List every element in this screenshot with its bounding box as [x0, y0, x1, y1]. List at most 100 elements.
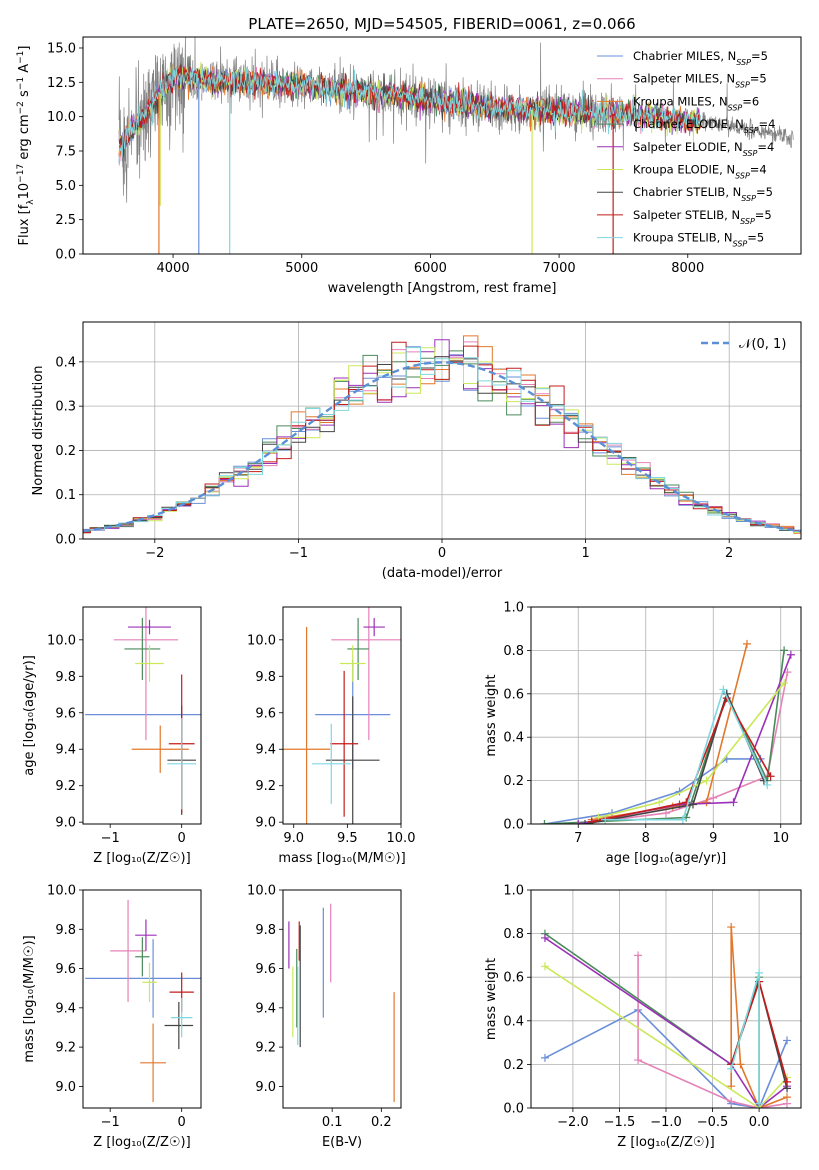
- age-weight-marker-5-1: [655, 798, 664, 807]
- age-weight-marker-8-0: [601, 815, 610, 824]
- z-weight-ytick-label-0: 0.0: [503, 1102, 524, 1117]
- legend-label-part: SSP: [741, 194, 756, 203]
- age-weight-marker-4-3: [786, 650, 795, 659]
- spectrum-ylabel-part: A: [17, 64, 32, 77]
- residuals-xtick-label-2: 0: [438, 546, 446, 561]
- spectrum-ytick-label-2: 5.0: [55, 179, 76, 194]
- mass-age-xtick-label-1: 9.5: [337, 831, 358, 846]
- spectrum-xtick-label-1: 5000: [285, 261, 318, 276]
- spectrum-ylabel-part: −2: [16, 101, 26, 114]
- z-age-plot-area: [85, 607, 201, 815]
- legend-label-part: SSP: [740, 216, 755, 225]
- age-weight-marker-4-0: [574, 820, 583, 824]
- mass-age-ytick-label-2: 9.4: [255, 743, 276, 758]
- spectrum-ytick-label-0: 0.0: [55, 248, 76, 263]
- legend-label-part: =4: [750, 163, 767, 177]
- age-weight-marker-6-0: [581, 820, 589, 824]
- z-weight-marker-1-2: [727, 1097, 736, 1106]
- age-weight-xtick-label-2: 9: [709, 831, 717, 846]
- z-mass-ytick-label-5: 10.0: [47, 884, 76, 899]
- z-weight-marker-0-4: [783, 1036, 792, 1045]
- spectrum-ytick-label-1: 2.5: [55, 213, 76, 228]
- legend-label-part: =4: [757, 140, 774, 154]
- spectrum-ylabel: Flux [fλ10−17 erg cm−2 s−1 A−1]: [16, 46, 36, 246]
- spectrum-legend-label-1: Salpeter MILES, NSSP=5: [633, 72, 767, 90]
- residuals-ytick-label-3: 0.3: [55, 400, 76, 415]
- age-weight-ytick-label-0: 0.0: [503, 818, 524, 833]
- age-weight-ytick-label-1: 0.2: [503, 774, 524, 789]
- age-weight-series-8: [605, 687, 769, 821]
- panel-z-mass: −1 0 9.0 9.2 9.4 9.6 9.8 10.0 Z [log₁₀(Z/Z☉)] mas…: [22, 884, 202, 1150]
- z-age-ytick-label-2: 9.4: [55, 743, 76, 758]
- spectrum-legend-label-7: Salpeter STELIB, NSSP=5: [633, 208, 772, 226]
- z-age-ytick-label-3: 9.6: [55, 706, 76, 721]
- age-weight-marker-2-3: [743, 639, 751, 648]
- age-weight-xtick-label-1: 8: [642, 831, 650, 846]
- age-weight-marker-8-1: [678, 815, 687, 824]
- z-weight-ytick-label-3: 0.6: [503, 971, 524, 986]
- z-mass-frame: [82, 889, 202, 1109]
- z-weight-ytick-label-2: 0.4: [503, 1014, 524, 1029]
- z-mass-xtick-label-0: −1: [101, 1115, 120, 1130]
- legend-label-part: Kroupa STELIB, N: [633, 231, 733, 245]
- spectrum-plot-area: [118, 37, 794, 254]
- ebv-mass-plot-area: [288, 903, 395, 1103]
- age-weight-marker-6-1: [689, 800, 697, 809]
- z-mass-plot-area: [85, 899, 201, 1103]
- residuals-legend-label: 𝒩(0, 1): [739, 337, 786, 352]
- legend-label-part: SSP: [736, 58, 751, 67]
- z-weight-ytick-label-5: 1.0: [503, 884, 524, 899]
- residuals-xtick-label-1: −1: [289, 546, 308, 561]
- figure-title: PLATE=2650, MJD=54505, FIBERID=0061, z=0…: [248, 15, 635, 33]
- spectrum-ylabel-part: −1: [16, 51, 26, 64]
- z-weight-series-4: [544, 937, 788, 1108]
- spectrum-ylabel-part: −17: [16, 164, 26, 183]
- ebv-mass-ytick-label-2: 9.4: [255, 1001, 276, 1016]
- legend-label-part: Salpeter ELODIE, N: [633, 140, 743, 154]
- age-weight-marker-5-2: [702, 776, 711, 785]
- mass-age-ytick-label-0: 9.0: [255, 816, 276, 831]
- spectrum-legend-label-5: Kroupa ELODIE, NSSP=4: [633, 163, 767, 181]
- residuals-xtick-label-4: 2: [725, 546, 733, 561]
- spectrum-ylabel-part: 10: [17, 183, 32, 200]
- residuals-ylabel: Normed distribution: [31, 366, 46, 496]
- z-weight-marker-7-2: [783, 1077, 792, 1086]
- age-weight-marker-1-2: [709, 793, 718, 802]
- panel-mass-age: 9.0 9.5 10.0 9.0 9.2 9.4 9.6 9.8 10.0 mass [log₁₀…: [247, 606, 415, 866]
- z-weight-marker-1-1: [634, 1056, 643, 1065]
- age-weight-marker-1-1: [662, 809, 670, 818]
- z-weight-marker-8-2: [755, 1099, 764, 1108]
- age-weight-marker-4-2: [729, 798, 738, 807]
- mass-age-ytick-label-4: 9.8: [255, 670, 276, 685]
- age-weight-ytick-label-2: 0.4: [503, 731, 524, 746]
- legend-label-part: SSP: [743, 148, 758, 157]
- z-weight-xtick-label-3: −0.5: [697, 1115, 729, 1130]
- z-age-xtick-label-0: −1: [101, 831, 120, 846]
- z-mass-ytick-label-3: 9.6: [55, 962, 76, 977]
- spectrum-ytick-label-4: 10.0: [47, 110, 76, 125]
- residuals-ytick-label-1: 0.1: [55, 488, 76, 503]
- z-weight-marker-1-0: [634, 951, 643, 960]
- legend-label-part: =5: [747, 231, 764, 245]
- spectrum-ylabel-part: erg cm: [17, 114, 32, 163]
- z-mass-xlabel: Z [log₁₀(Z/Z☉)]: [93, 1135, 190, 1150]
- age-weight-xlabel: age [log₁₀(age/yr)]: [606, 851, 727, 866]
- ebv-mass-frame: [282, 889, 402, 1109]
- z-weight-ytick-label-1: 0.2: [503, 1058, 524, 1073]
- ebv-mass-ytick-label-4: 9.8: [255, 923, 276, 938]
- age-weight-marker-3-0: [540, 820, 549, 824]
- legend-label-part: SSP: [735, 171, 750, 180]
- spectrum-legend-label-0: Chabrier MILES, NSSP=5: [633, 49, 768, 67]
- spectrum-xtick-label-2: 6000: [414, 261, 447, 276]
- panel-spectrum: 4000 5000 6000 7000 8000 0.0 2.5 5.0 7.5 10.0 12.5…: [16, 36, 802, 296]
- z-weight-xtick-label-0: −2.0: [557, 1115, 589, 1130]
- age-weight-marker-8-2: [719, 685, 728, 694]
- legend-label-part: =5: [751, 49, 768, 63]
- panels: 4000 5000 6000 7000 80000.02.55.07.510.012.5…: [16, 36, 802, 1150]
- age-weight-plot-area: [531, 607, 801, 824]
- spectrum-ylabel-part: Flux [f: [17, 204, 32, 245]
- legend-label-part: =5: [750, 72, 767, 86]
- age-weight-marker-7-0: [587, 817, 596, 824]
